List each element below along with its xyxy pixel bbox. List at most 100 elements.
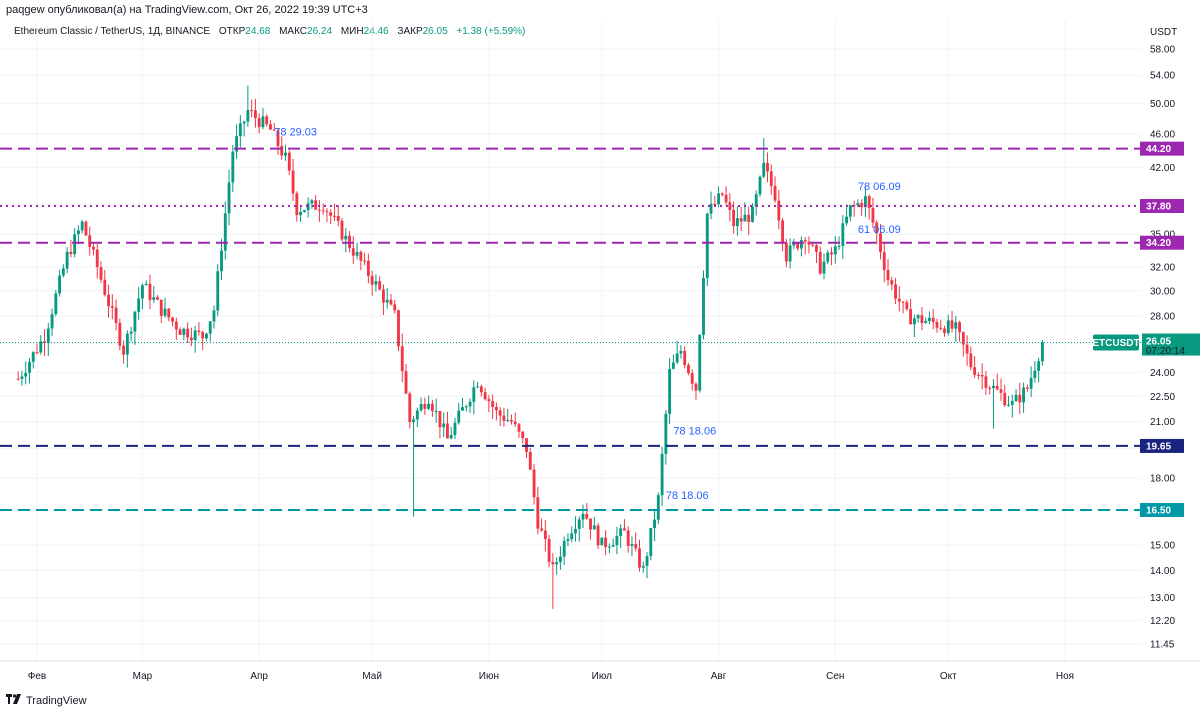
y-tick-label: 46.00 [1150,130,1175,141]
candle [879,224,882,260]
candle [284,144,287,161]
y-tick-label: 30.00 [1150,286,1175,297]
candle [818,246,822,276]
candle [314,195,318,211]
candle [468,398,472,413]
candle [540,518,544,532]
candle [690,369,694,391]
candle [295,191,299,222]
candle [882,242,886,283]
price-chart[interactable]: 78 29.03 78 06.09 61 06.09 78 18.06 78 18.06… [0,20,1200,692]
candle [875,220,879,245]
x-tick-label: Мар [133,671,153,682]
candle [830,247,833,266]
candle [935,318,939,333]
candle [419,397,423,412]
candle [784,238,788,268]
candle [799,236,803,257]
y-tick-label: 42.00 [1150,163,1175,174]
candle [457,402,461,425]
candle [645,552,649,579]
price-axis[interactable]: USDT58.0054.0050.0046.0042.0038.0035.003… [1092,20,1200,692]
candle [574,516,577,542]
candle [679,345,683,359]
fib-annotation: 78 18.06 [673,425,716,437]
candle [619,524,623,548]
candle [80,219,84,234]
candle [366,253,370,284]
candle [65,247,69,274]
candle [374,274,378,292]
candle [46,322,50,356]
candle [84,220,88,237]
x-tick-label: Окт [940,671,957,682]
candle [769,164,773,195]
y-tick-label: 32.00 [1150,263,1175,274]
candle [751,203,754,223]
candle [581,504,585,528]
footer-brand-text: TradingView [26,695,87,707]
fib-annotation: 78 18.06 [666,490,709,502]
y-tick-label: 15.00 [1150,540,1175,551]
candle [257,113,261,134]
y-tick-label: 13.00 [1150,593,1175,604]
time-axis[interactable]: Фев Мар Апр Май Июн Июл Авг Сен Окт Ноя [0,660,1200,682]
candle [182,327,186,341]
candle [634,532,638,552]
candle [385,287,389,309]
candle [472,380,476,415]
candle [242,120,246,137]
fib-annotation: 78 29.03 [274,127,317,139]
candle [287,150,291,176]
candle [589,518,592,540]
candle [302,209,306,213]
change-value: +1.38 (+5.59%) [456,26,526,37]
candle [212,305,216,329]
candle [340,218,344,242]
symbol-title: Ethereum Classic / TetherUS, 1Д, BINANCE [14,26,211,37]
candle [758,175,762,197]
candle [958,320,961,342]
candle [709,191,713,220]
candle [848,204,852,222]
candle [860,199,864,216]
candle [604,530,608,556]
candle [43,329,46,357]
level-annotations: 78 29.03 78 06.09 61 06.09 78 18.06 78 18.06 [274,127,900,502]
candle [92,242,95,256]
candle [694,382,698,400]
candle [487,395,491,413]
candle [186,322,190,344]
candle [656,492,660,525]
candle [724,186,728,205]
y-tick-label: 35.00 [1150,230,1175,241]
candle [24,361,28,385]
y-tick-label: 24.00 [1150,368,1175,379]
candle [596,523,600,550]
candle [890,276,894,291]
candle [355,242,359,260]
level-badge-text: 34.20 [1146,238,1171,249]
candle [269,120,272,130]
chart-grid [0,20,1142,661]
candle [822,253,826,280]
candle [506,408,510,423]
candle [815,244,818,263]
footer-brand[interactable]: TradingView [6,692,87,710]
candle [261,107,265,130]
candle [739,206,743,232]
candle [306,197,310,218]
candle [999,378,1003,401]
candle [148,274,152,310]
candle [856,199,860,208]
candle [69,239,73,258]
candle [566,533,570,546]
y-tick-label: 12.20 [1150,616,1175,627]
candle [988,385,992,395]
candle [118,318,122,351]
candle [946,314,950,336]
candle [220,238,223,281]
candle [1033,360,1037,383]
candle [920,307,924,331]
candle [698,333,702,393]
